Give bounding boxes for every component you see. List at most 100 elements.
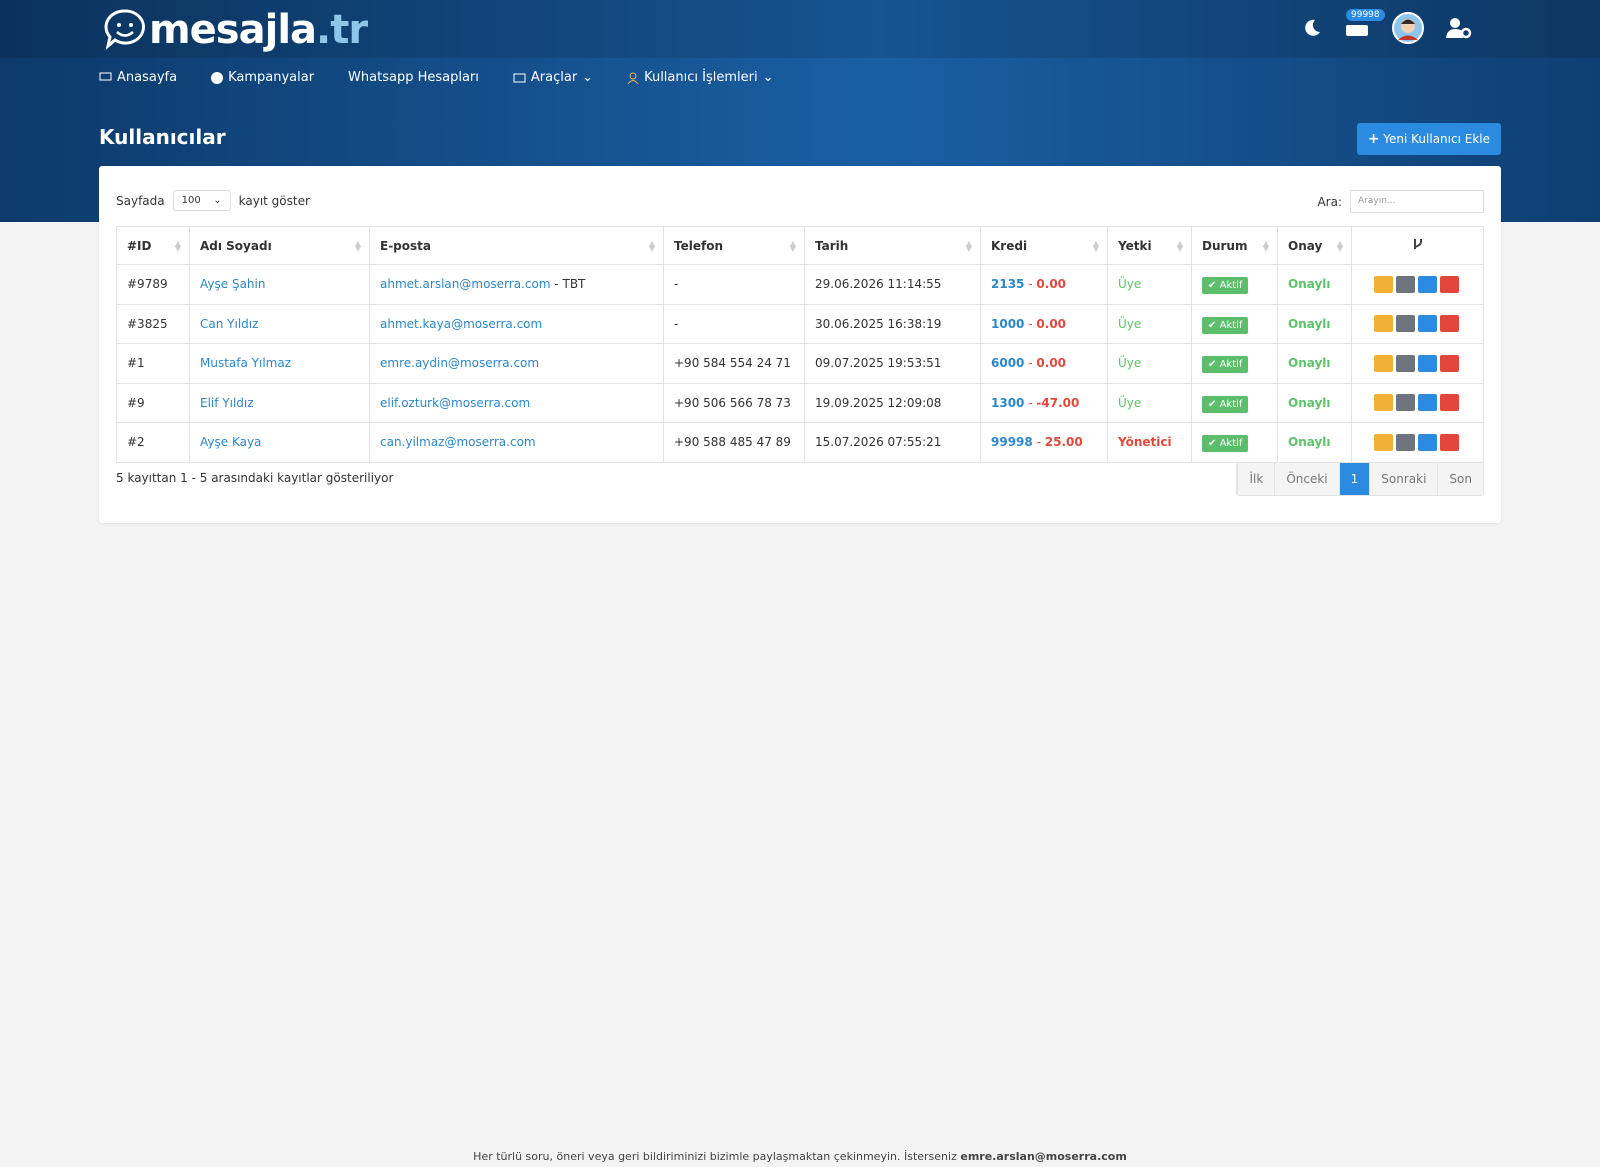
action-button[interactable] [1373, 315, 1393, 333]
actions-cell [1351, 422, 1484, 463]
action-button[interactable] [1439, 433, 1459, 451]
action-button[interactable] [1417, 433, 1437, 451]
action-button[interactable] [1417, 275, 1437, 293]
page-button[interactable]: Son [1437, 463, 1483, 495]
cell: Ayşe Kaya [189, 422, 370, 463]
page-title: Kullanıcılar [99, 125, 226, 149]
action-button[interactable] [1417, 315, 1437, 333]
table-info: 5 kayıttan 1 - 5 arasındaki kayıtlar gös… [116, 471, 394, 485]
column-header[interactable]: Kredi ▲ ▼ [980, 226, 1108, 265]
column-header[interactable]: Yetki ▲ ▼ [1107, 226, 1192, 265]
decoration [104, 9, 145, 51]
decoration [129, 23, 133, 27]
decoration [1413, 239, 1422, 249]
user-email[interactable]: can.yilmaz@moserra.com [380, 435, 536, 450]
cell: Onaylı [1277, 422, 1352, 463]
decoration: ⌄ [213, 195, 222, 206]
action-button[interactable] [1395, 394, 1415, 412]
page-button[interactable]: 1 [1338, 463, 1370, 495]
decoration: + [1367, 131, 1380, 147]
nav-item[interactable]: Anasayfa [99, 70, 177, 85]
nav-item[interactable]: Kullanıcı İşlemleri ⌄ [627, 70, 773, 85]
page-button[interactable]: Sonraki [1369, 463, 1438, 495]
decoration [1446, 29, 1463, 38]
table-row: #2 Ayşe Kaya can.yilmaz@moserra.com +90 588… [116, 422, 1484, 463]
decoration [629, 72, 637, 79]
column-header[interactable]: E-posta ▲ ▼ [369, 226, 664, 265]
user-name[interactable]: Mustafa Yılmaz [200, 356, 292, 371]
inbox[interactable]: 99998 [1344, 8, 1385, 42]
action-button[interactable] [1373, 394, 1393, 412]
user-credit: 1300 [991, 395, 1025, 410]
length-prefix: Sayfada [116, 193, 165, 208]
user-email[interactable]: ahmet.kaya@moserra.com [380, 316, 543, 331]
icon [211, 71, 224, 84]
action-button[interactable] [1373, 354, 1393, 372]
action-button[interactable] [1395, 315, 1415, 333]
dark-mode-toggle[interactable] [1302, 18, 1322, 38]
user-id: #1 [127, 356, 145, 371]
user-date: 09.07.2025 19:53:51 [815, 356, 942, 371]
user-name[interactable]: Can Yıldız [200, 316, 259, 331]
credit-separator: - [1028, 277, 1033, 292]
page-button[interactable]: Önceki [1274, 463, 1339, 495]
icon [99, 72, 112, 81]
footer-email[interactable]: emre.arslan@moserra.com [960, 1150, 1127, 1163]
header-icons: 99998 [1302, 8, 1472, 44]
user-name[interactable]: Ayşe Şahin [200, 277, 266, 292]
status-badge: ✔ Aktif [1202, 435, 1249, 453]
action-button[interactable] [1417, 394, 1437, 412]
cell: Onaylı [1277, 303, 1352, 344]
action-button[interactable] [1373, 275, 1393, 293]
action-button[interactable] [1439, 275, 1459, 293]
action-button[interactable] [1373, 433, 1393, 451]
column-label: Adı Soyadı [200, 238, 272, 253]
user-name[interactable]: Elif Yıldız [200, 395, 254, 410]
cell: Üye [1107, 382, 1192, 423]
cell: 30.06.2025 16:38:19 [804, 303, 981, 344]
column-header[interactable]: Tarih ▲ ▼ [804, 226, 981, 265]
search-input[interactable]: Arayın... [1350, 190, 1484, 213]
action-button[interactable] [1395, 354, 1415, 372]
column-header[interactable]: Durum ▲ ▼ [1191, 226, 1278, 265]
top-bar [0, 0, 1600, 58]
action-button[interactable] [1439, 315, 1459, 333]
action-button[interactable] [1439, 354, 1459, 372]
status-label: Aktif [1219, 438, 1243, 450]
add-user-button[interactable]: + Yeni Kullanıcı Ekle [1356, 123, 1501, 155]
user-phone: - [674, 316, 679, 331]
decoration [1398, 35, 1418, 40]
user-email[interactable]: elif.ozturk@moserra.com [380, 395, 531, 410]
cell: Onaylı [1277, 382, 1352, 423]
action-button[interactable] [1395, 275, 1415, 293]
nav-item[interactable]: Whatsapp Hesapları [348, 70, 479, 85]
nav-item[interactable]: Kampanyalar [211, 70, 314, 85]
action-button[interactable] [1417, 354, 1437, 372]
logo[interactable]: mesajla .tr [101, 6, 368, 54]
user-phone: +90 588 485 47 89 [674, 435, 791, 450]
length-select[interactable]: 100 ⌄ [172, 190, 231, 211]
user-email[interactable]: ahmet.arslan@moserra.com [380, 277, 551, 292]
nav-item[interactable]: Araçlar ⌄ [513, 70, 593, 85]
user-name[interactable]: Ayşe Kaya [200, 435, 262, 450]
column-header[interactable]: Adı Soyadı ▲ ▼ [189, 226, 370, 265]
cell: 6000 - 0.00 [980, 343, 1108, 384]
column-header[interactable]: Onay ▲ ▼ [1277, 226, 1352, 265]
column-header[interactable]: Telefon ▲ ▼ [663, 226, 805, 265]
action-button[interactable] [1395, 433, 1415, 451]
cell: Onaylı [1277, 264, 1352, 305]
column-header[interactable]: #ID ▲ ▼ [116, 226, 190, 265]
user-settings[interactable] [1446, 17, 1472, 39]
cell: 1300 - -47.00 [980, 382, 1108, 423]
sort-icon: ▲ ▼ [965, 239, 972, 253]
page-button[interactable]: İlk [1237, 463, 1275, 495]
user-email[interactable]: emre.aydin@moserra.com [380, 356, 540, 371]
action-button[interactable] [1439, 394, 1459, 412]
user-credit: 1000 [991, 316, 1025, 331]
nav-label: Araçlar [530, 70, 578, 85]
table-body: #9789 Ayşe Şahin ahmet.arslan@moserra.com … [116, 264, 1484, 463]
decoration [99, 72, 112, 81]
decoration [513, 73, 526, 83]
cell: ✔ Aktif [1191, 303, 1278, 344]
avatar[interactable] [1392, 12, 1424, 44]
